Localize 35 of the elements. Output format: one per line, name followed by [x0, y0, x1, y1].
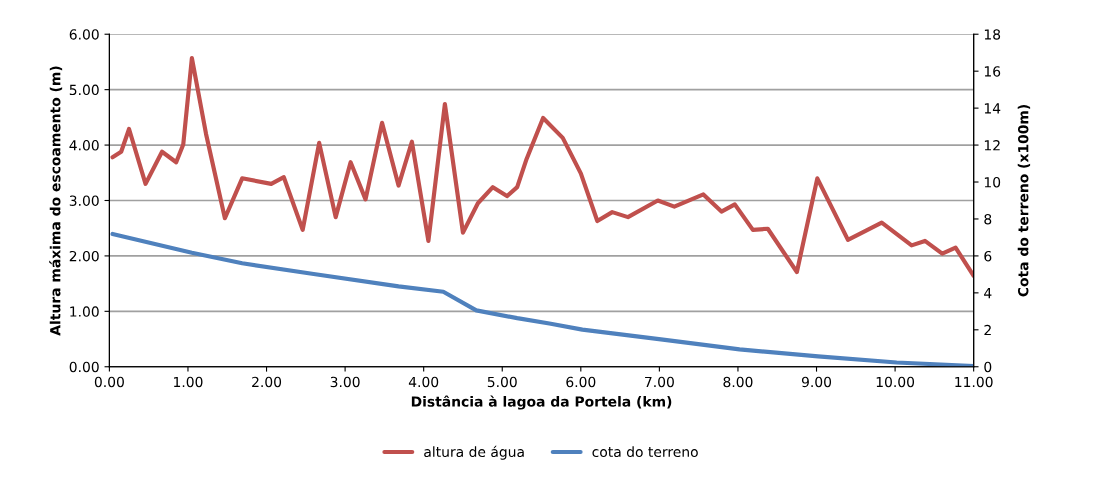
- y2-tick-label: 6: [984, 250, 992, 262]
- y2-axis-title: Cota do terreno (x100m): [1017, 104, 1031, 297]
- x-tick-label: 5.00: [487, 376, 517, 388]
- y2-tick-label: 18: [984, 29, 1001, 40]
- y-tick-label: 6.00: [69, 29, 99, 40]
- y-tick-label: 4.00: [69, 140, 99, 151]
- y2-tick-label: 0: [984, 361, 992, 373]
- x-tick-label: 2.00: [252, 376, 282, 388]
- x-tick-label: 1.00: [174, 376, 203, 388]
- y2-tick-label: 2: [984, 324, 991, 336]
- x-tick-label: 4.00: [408, 376, 439, 388]
- y2-tick-label: 10: [984, 176, 1001, 188]
- x-tick-label: 3.00: [330, 376, 360, 388]
- y2-tick-label: 14: [984, 103, 1001, 114]
- y-tick-label: 0.00: [69, 361, 99, 373]
- x-tick-label: 11.00: [955, 376, 993, 388]
- line-series: [110, 55, 974, 278]
- x-tick-label: 8.00: [723, 376, 753, 388]
- x-tick-label: 6.00: [566, 376, 596, 388]
- y-tick-label: 3.00: [69, 195, 99, 206]
- x-axis-title: Distância à lagoa da Portela (km): [411, 395, 672, 410]
- x-tick-label: 0.00: [94, 376, 124, 388]
- y-tick-label: 1.00: [70, 306, 99, 317]
- x-tick-label: 7.00: [645, 376, 674, 388]
- y-tick-label: 5.00: [69, 84, 99, 96]
- y-axis-title: Altura máxima do escoamento (m): [49, 66, 63, 336]
- y2-tick-label: 8: [984, 213, 992, 225]
- x-tick-label: 9.00: [801, 376, 832, 388]
- y2-tick-label: 12: [984, 140, 1000, 151]
- legend-label: altura de água: [424, 445, 524, 460]
- legend-label: cota do terreno: [592, 446, 698, 458]
- x-tick-label: 10.00: [876, 376, 915, 388]
- y-tick-label: 2.00: [69, 250, 99, 262]
- y2-tick-label: 4: [984, 288, 992, 299]
- y2-tick-label: 16: [984, 66, 1001, 77]
